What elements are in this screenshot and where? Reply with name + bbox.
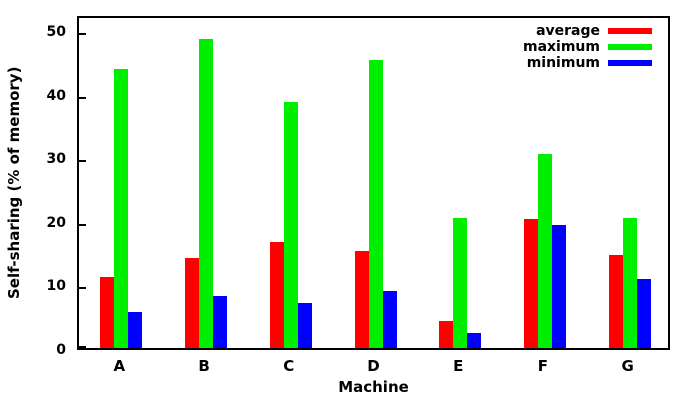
bar-maximum-F (537, 153, 552, 348)
y-tick-label: 50 (46, 23, 66, 40)
bar-average-A (100, 276, 115, 348)
x-category-label-F: F (537, 357, 549, 375)
legend-label: maximum (522, 39, 600, 55)
y-tick-mark (79, 96, 86, 99)
bar-minimum-B (213, 296, 228, 348)
bar-average-C (269, 241, 284, 348)
y-tick-label: 40 (46, 87, 66, 104)
legend-item-average: average (523, 23, 652, 39)
bar-minimum-F (551, 225, 566, 348)
y-tick-label: 30 (46, 151, 66, 168)
bar-maximum-G (622, 217, 637, 348)
x-category-label-D: D (367, 357, 380, 375)
bar-average-D (354, 250, 369, 348)
x-category-label-A: A (113, 357, 126, 375)
legend-item-minimum: minimum (523, 55, 652, 71)
bar-maximum-A (114, 69, 129, 348)
y-tick-label: 20 (46, 214, 66, 231)
legend-item-maximum: maximum (523, 39, 652, 55)
x-category-label-G: G (621, 357, 634, 375)
bar-minimum-A (128, 312, 143, 348)
bar-average-F (523, 218, 538, 348)
y-tick-mark (79, 32, 86, 35)
bar-maximum-C (283, 102, 298, 348)
legend-label: minimum (526, 55, 600, 71)
bar-minimum-E (467, 333, 482, 348)
bar-average-G (608, 255, 623, 348)
x-category-label-B: B (198, 357, 210, 375)
plot-area: average maximum minimum (77, 16, 670, 350)
bar-minimum-D (382, 291, 397, 348)
legend: average maximum minimum (523, 23, 652, 71)
bar-maximum-D (368, 59, 383, 348)
legend-swatch (608, 44, 652, 50)
bar-maximum-B (199, 39, 214, 348)
y-tick-label: 10 (46, 278, 66, 295)
y-tick-mark (79, 223, 86, 226)
x-category-label-E: E (453, 357, 464, 375)
bar-minimum-G (636, 279, 651, 348)
y-tick-label: 0 (56, 342, 66, 358)
y-tick-mark (79, 346, 86, 348)
y-tick-mark (79, 287, 86, 290)
x-axis-label: Machine (338, 378, 409, 396)
y-tick-mark (79, 160, 86, 163)
x-category-label-C: C (283, 357, 295, 375)
legend-swatch (608, 28, 652, 34)
y-axis-label: Self-sharing (% of memory) (5, 66, 23, 300)
legend-swatch (608, 60, 652, 66)
bar-average-B (185, 257, 200, 348)
bar-maximum-E (453, 217, 468, 348)
bar-average-E (439, 320, 454, 348)
legend-label: average (536, 23, 600, 39)
bar-minimum-C (297, 302, 312, 348)
